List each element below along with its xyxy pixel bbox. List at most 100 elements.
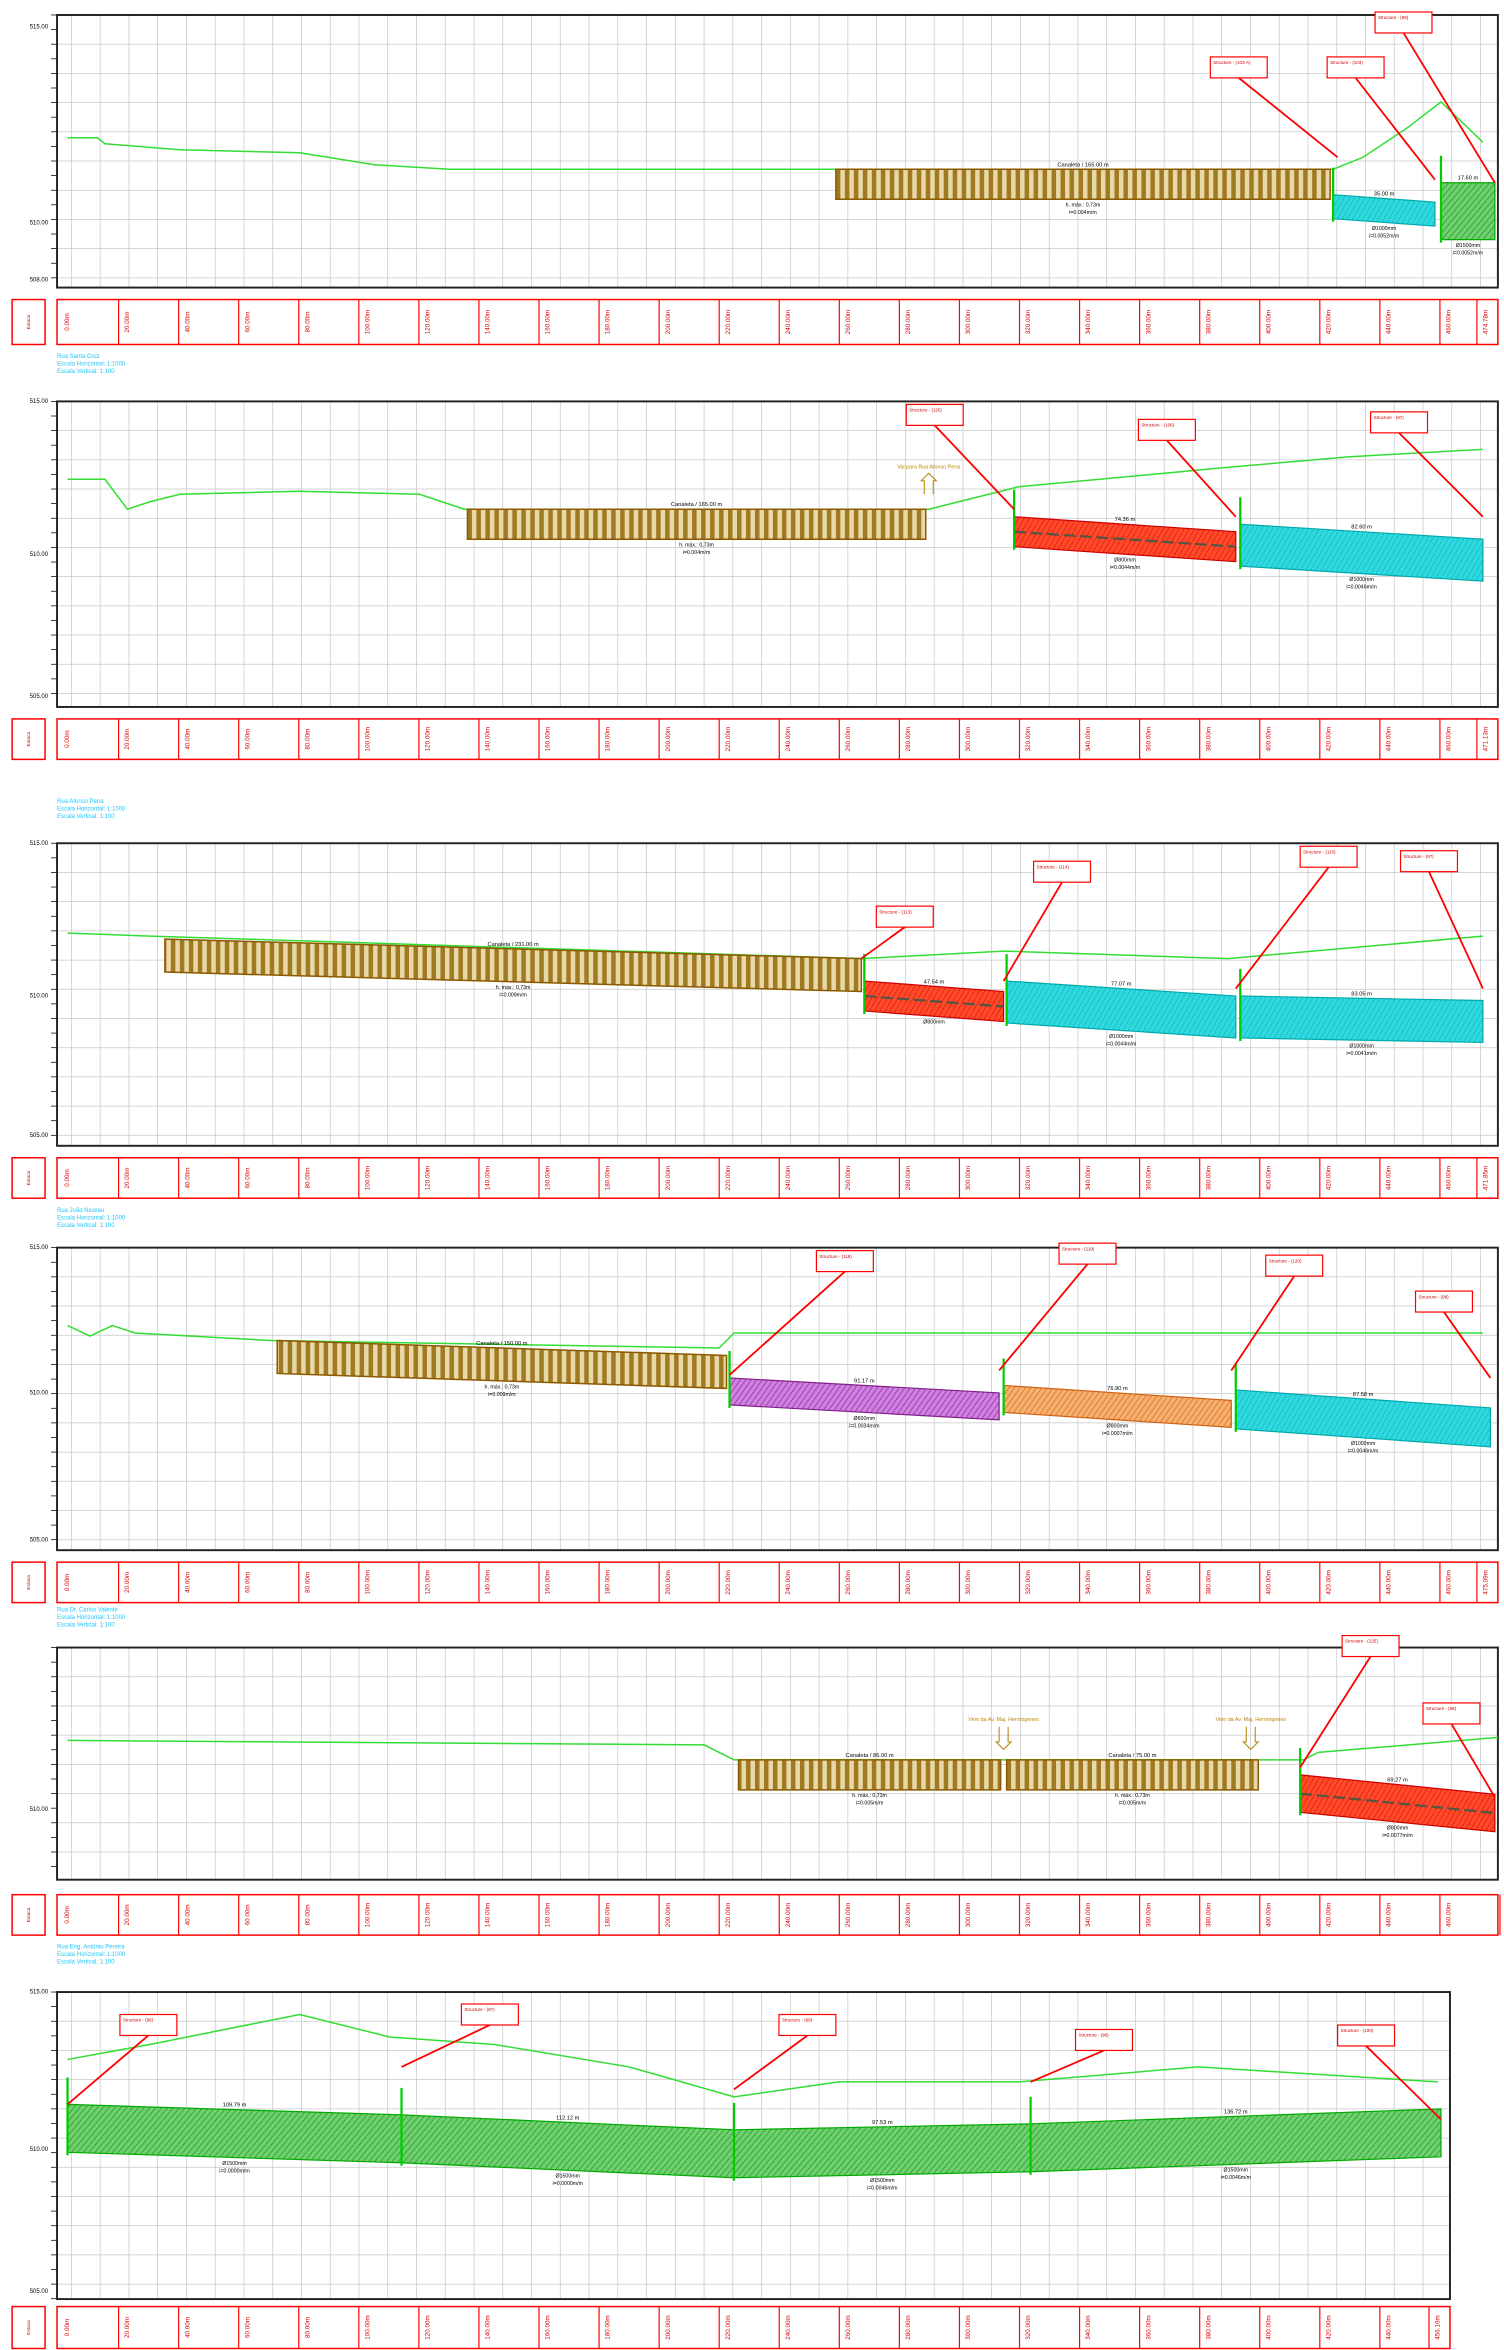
station-bar <box>11 1893 46 1936</box>
pipe-diameter: Ø1000mm <box>1349 577 1374 583</box>
station-label: 0.00m <box>64 730 71 747</box>
structure-label: Structure - (96) <box>123 2018 154 2023</box>
station-label: 300.00m <box>965 2315 972 2339</box>
station-header: Estaca <box>26 732 32 747</box>
panel-frame <box>56 1646 1499 1881</box>
station-label: 360.00m <box>1145 310 1152 334</box>
station-label: 60.00m <box>244 312 251 333</box>
panel-caption: Rua Eng. Antônio Pereira <box>57 1945 125 1951</box>
station-label: 400.00m <box>1265 727 1272 751</box>
canal <box>1005 1759 1259 1791</box>
structure-leader <box>1030 2049 1105 2083</box>
station-label: 300.00m <box>965 1166 972 1190</box>
flow-arrow <box>994 1726 1013 1751</box>
canal-hmax: h. máx.: 0,73m <box>1066 203 1101 209</box>
station-label: 40.00m <box>184 1168 191 1189</box>
station-label: 380.00m <box>1205 1166 1212 1190</box>
structure-label: Structure - (98) <box>1426 1706 1457 1711</box>
elevation-label: 510.00 <box>30 994 49 1000</box>
station-label: 340.00m <box>1085 1903 1092 1927</box>
canal <box>835 168 1331 200</box>
pipe-length: 82.60 m <box>1351 525 1372 531</box>
pipe-slope: i=0.0044m/m <box>1110 565 1141 571</box>
station-label: 140.00m <box>485 2315 492 2339</box>
pipe-diameter: Ø1500mm <box>870 2178 895 2184</box>
pipe-length: 69.27 m <box>1387 1778 1408 1784</box>
canal-hmax: h. máx.: 0,73m <box>679 543 714 549</box>
pipe-diameter: Ø1000mm <box>1109 1034 1134 1040</box>
station-label: 280.00m <box>905 1570 912 1594</box>
station-bar <box>56 1157 1499 1199</box>
station-label: 20.00m <box>124 1572 131 1593</box>
canal-label: Canaleta / 86.00 m <box>846 1753 894 1759</box>
station-label: 200.00m <box>665 1166 672 1190</box>
panel-caption: Escala Vertical: 1:100 <box>57 814 115 820</box>
canal-slope: i=0.004m/m <box>1069 210 1097 216</box>
structure-label: Structure - (103-A) <box>1213 60 1251 65</box>
structure-label: Structure - (99) <box>782 2018 813 2023</box>
panel-frame <box>56 400 1499 708</box>
station-label: 240.00m <box>785 727 792 751</box>
canal-label: Canaleta / 165.00 m <box>671 502 722 508</box>
pipe <box>733 2123 1032 2179</box>
station-label: 280.00m <box>905 310 912 334</box>
station-label: 60.00m <box>244 729 251 750</box>
pipe-diameter: Ø1000mm <box>1372 226 1397 232</box>
structure-box <box>1299 845 1358 868</box>
pipe-slope: i=0.0052m/m <box>1453 251 1484 257</box>
station-label: 60.00m <box>244 2317 251 2338</box>
structure-leader <box>1166 439 1237 518</box>
station-label: 100.00m <box>364 2315 371 2339</box>
station-label: 220.00m <box>725 727 732 751</box>
panel-caption: Escala Vertical: 1:100 <box>57 1960 115 1966</box>
station-label: 200.00m <box>665 310 672 334</box>
station-label: 60.00m <box>244 1572 251 1593</box>
structure-leader <box>1402 32 1496 184</box>
canal-label: Canaleta / 231.00 m <box>487 942 538 948</box>
elevation-label: 505.00 <box>30 1537 49 1543</box>
panel-caption: Escala Vertical: 1:100 <box>57 1223 115 1229</box>
elevation-label: 510.00 <box>30 221 49 227</box>
pipe-diameter: Ø800mm <box>1107 1423 1129 1429</box>
station-label: 340.00m <box>1085 1570 1092 1594</box>
ground-line <box>67 2013 1439 2098</box>
canal <box>276 1339 728 1390</box>
station-bar <box>56 298 1499 346</box>
station-header: Estaca <box>26 314 32 329</box>
station-label: 120.00m <box>425 310 432 334</box>
structure-label: Structure - (119) <box>1062 1246 1095 1251</box>
pipe-slope: i=0.0052m/m <box>1369 233 1400 239</box>
structure-box <box>1337 2024 1396 2047</box>
flow-note: Vem da Av. Maj. Hermógenes <box>1215 1717 1286 1723</box>
structure-leader <box>1299 1656 1372 1768</box>
canal-hmax: h. máx.: 0,73m <box>852 1793 887 1799</box>
station-label: 240.00m <box>785 1903 792 1927</box>
pipe-length: 47.54 m <box>924 979 945 985</box>
pipe <box>400 2114 735 2179</box>
canal <box>164 938 863 993</box>
station-bar <box>56 1893 1499 1936</box>
station-label: 120.00m <box>425 1570 432 1594</box>
station-bar <box>56 718 1499 761</box>
station-bar <box>11 1157 46 1199</box>
structure-leader <box>1450 1723 1496 1798</box>
pipe-slope: i=0.0000m/m <box>219 2168 250 2174</box>
station-label: 400.00m <box>1265 310 1272 334</box>
station-label: 380.00m <box>1205 310 1212 334</box>
structure-label: Structure - (97) <box>1404 854 1435 859</box>
panel-caption: Escala Horizontal: 1:1000 <box>57 1215 126 1221</box>
station-label: 280.00m <box>905 727 912 751</box>
station-label: 320.00m <box>1025 1570 1032 1594</box>
profile-panel: 515.00 510.00 508.00 Canaleta / 165.00 m h. … <box>11 11 1499 346</box>
station-label: 80.00m <box>304 2317 311 2338</box>
pipe <box>1029 2108 1442 2173</box>
station-label: 320.00m <box>1025 310 1032 334</box>
pipe-length: 136.72 m <box>1224 2109 1248 2115</box>
station-label: 380.00m <box>1205 727 1212 751</box>
station-bar <box>11 298 46 346</box>
elevation-label: 505.00 <box>30 694 49 700</box>
station-label: 140.00m <box>485 1166 492 1190</box>
station-label: 440.00m <box>1386 727 1393 751</box>
station-label: 20.00m <box>124 1168 131 1189</box>
